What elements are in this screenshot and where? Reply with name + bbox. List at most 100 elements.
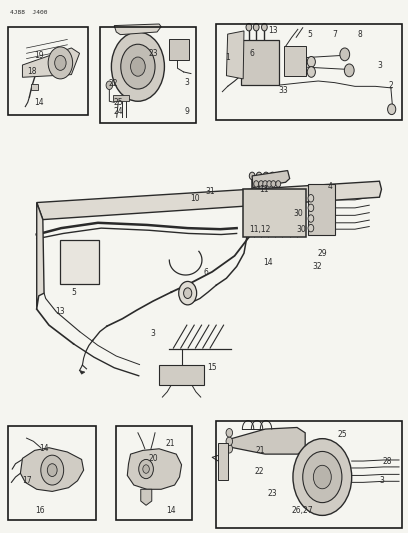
Circle shape [307, 67, 315, 77]
Polygon shape [31, 84, 38, 90]
Bar [216, 421, 402, 528]
Bar [284, 46, 306, 76]
Text: 14: 14 [34, 98, 44, 107]
Text: 25: 25 [113, 99, 123, 107]
Polygon shape [20, 448, 84, 491]
Circle shape [307, 56, 315, 67]
Text: 19: 19 [34, 51, 44, 60]
Bar [159, 365, 204, 385]
Text: 24: 24 [113, 108, 123, 116]
Polygon shape [228, 427, 305, 454]
Circle shape [303, 451, 342, 503]
Text: 11,12: 11,12 [250, 225, 271, 233]
Polygon shape [80, 370, 85, 374]
Circle shape [308, 224, 314, 232]
Circle shape [106, 81, 113, 90]
Circle shape [48, 47, 73, 79]
Polygon shape [252, 171, 290, 188]
Circle shape [184, 288, 192, 298]
Text: 33: 33 [279, 86, 288, 95]
Text: 8: 8 [357, 30, 362, 38]
Bar [8, 27, 88, 115]
Text: 6: 6 [250, 49, 255, 58]
Circle shape [340, 48, 350, 61]
Text: 31: 31 [205, 188, 215, 196]
Text: 21: 21 [166, 439, 175, 448]
Circle shape [263, 181, 268, 187]
Text: 14: 14 [166, 506, 175, 515]
Polygon shape [37, 181, 381, 220]
Text: 13: 13 [268, 27, 277, 35]
Text: 28: 28 [382, 457, 392, 465]
Text: 11: 11 [259, 185, 269, 193]
Text: 14: 14 [39, 445, 49, 453]
Text: 21: 21 [255, 446, 265, 455]
Text: 5: 5 [308, 30, 313, 38]
Bar [113, 95, 129, 101]
Circle shape [226, 429, 233, 437]
Text: 7: 7 [332, 30, 337, 38]
Circle shape [277, 172, 282, 180]
Text: 30: 30 [293, 209, 303, 217]
Bar [241, 40, 279, 85]
Text: 22: 22 [254, 467, 264, 476]
Circle shape [249, 172, 255, 180]
Circle shape [270, 172, 275, 180]
Bar [100, 27, 196, 123]
Bar [218, 443, 228, 480]
Bar [308, 184, 335, 235]
Polygon shape [114, 24, 161, 35]
Text: 3: 3 [151, 329, 155, 337]
Text: 30: 30 [296, 225, 306, 233]
Circle shape [55, 55, 66, 70]
Text: 1: 1 [225, 53, 230, 61]
Text: 26,27: 26,27 [291, 506, 313, 515]
Circle shape [293, 439, 352, 515]
Bar [216, 24, 402, 120]
Bar [116, 426, 192, 520]
Text: 22: 22 [109, 79, 118, 88]
Text: 4: 4 [327, 182, 332, 191]
Text: 3: 3 [377, 61, 382, 69]
Circle shape [111, 32, 164, 101]
Circle shape [308, 204, 314, 212]
Circle shape [276, 181, 281, 187]
Circle shape [253, 23, 259, 31]
Circle shape [41, 455, 64, 485]
Text: 29: 29 [317, 249, 327, 257]
Polygon shape [141, 489, 152, 505]
Circle shape [254, 181, 259, 187]
Polygon shape [37, 203, 44, 309]
Text: 17: 17 [22, 477, 31, 485]
Text: 25: 25 [338, 430, 348, 439]
Text: 13: 13 [55, 308, 65, 316]
Circle shape [256, 172, 262, 180]
Circle shape [388, 104, 396, 115]
Circle shape [313, 465, 331, 489]
Text: 5: 5 [72, 288, 77, 296]
Circle shape [226, 445, 233, 453]
Bar [60, 240, 99, 284]
Text: 14: 14 [264, 258, 273, 266]
Text: 32: 32 [313, 262, 322, 271]
Text: 23: 23 [148, 49, 158, 58]
Bar [8, 426, 96, 520]
Circle shape [344, 64, 354, 77]
Circle shape [139, 459, 153, 479]
Circle shape [131, 57, 145, 76]
Bar [243, 189, 306, 237]
Circle shape [263, 172, 269, 180]
Circle shape [262, 23, 267, 31]
Circle shape [246, 23, 252, 31]
Circle shape [179, 281, 197, 305]
Text: 18: 18 [27, 68, 37, 76]
Polygon shape [226, 31, 244, 79]
Text: 4J88  J400: 4J88 J400 [10, 10, 48, 14]
Text: 23: 23 [268, 489, 277, 497]
Text: 9: 9 [184, 108, 189, 116]
Circle shape [308, 215, 314, 222]
Text: 16: 16 [35, 506, 45, 515]
Text: 20: 20 [148, 454, 158, 463]
Circle shape [308, 195, 314, 202]
Polygon shape [127, 449, 182, 489]
